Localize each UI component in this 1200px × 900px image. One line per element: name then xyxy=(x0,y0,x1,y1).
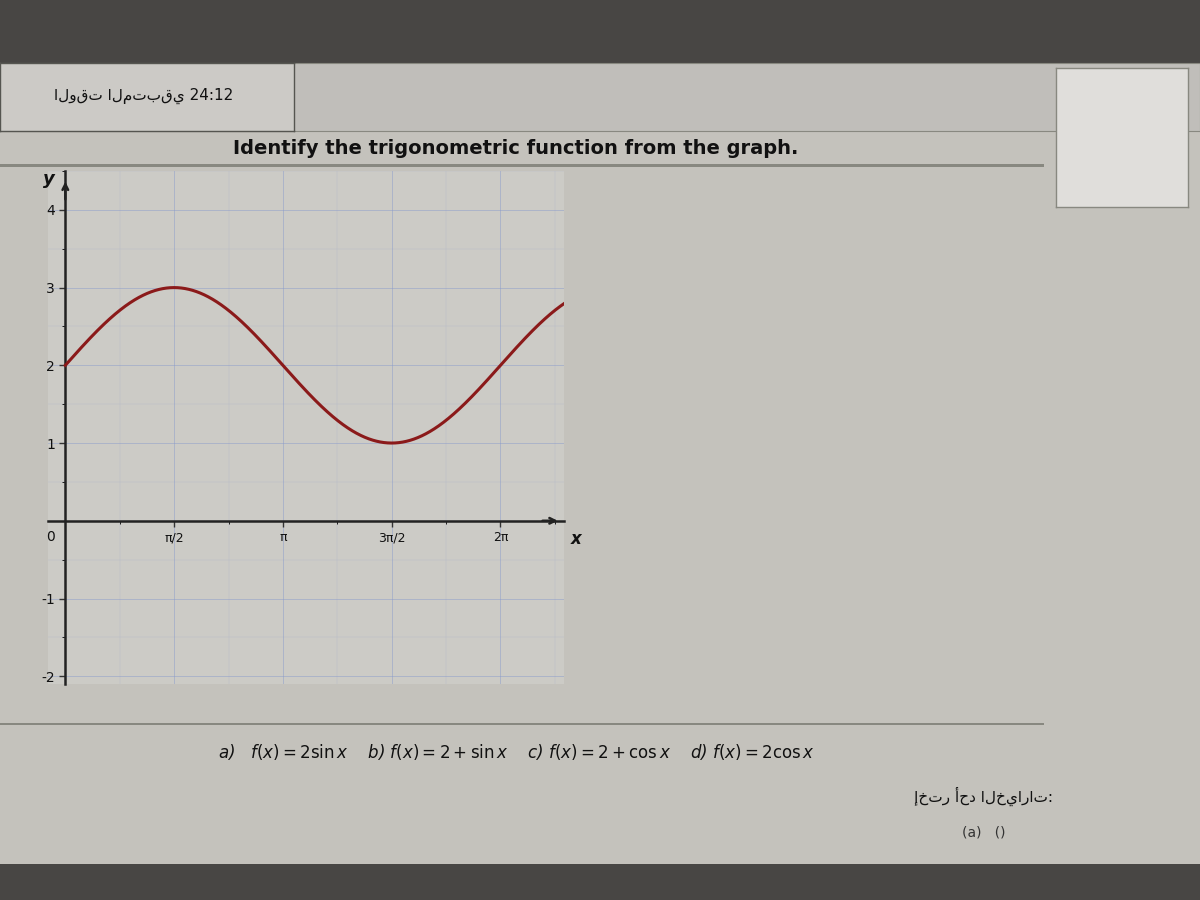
Text: a)   $f(x) = 2\sin x$    b) $f(x) = 2 + \sin x$    c) $f(x) = 2 + \cos x$    d) : a) $f(x) = 2\sin x$ b) $f(x) = 2 + \sin … xyxy=(217,742,815,761)
Text: Identify the trigonometric function from the graph.: Identify the trigonometric function from… xyxy=(233,139,799,158)
Text: y: y xyxy=(43,170,55,188)
Text: x: x xyxy=(571,530,582,548)
Text: 0: 0 xyxy=(46,530,54,544)
Text: (a)   (): (a) () xyxy=(962,825,1006,840)
Text: الوقت المتبقي 24:12: الوقت المتبقي 24:12 xyxy=(54,88,234,104)
Text: إختر أحد الخيارات:: إختر أحد الخيارات: xyxy=(914,787,1054,806)
